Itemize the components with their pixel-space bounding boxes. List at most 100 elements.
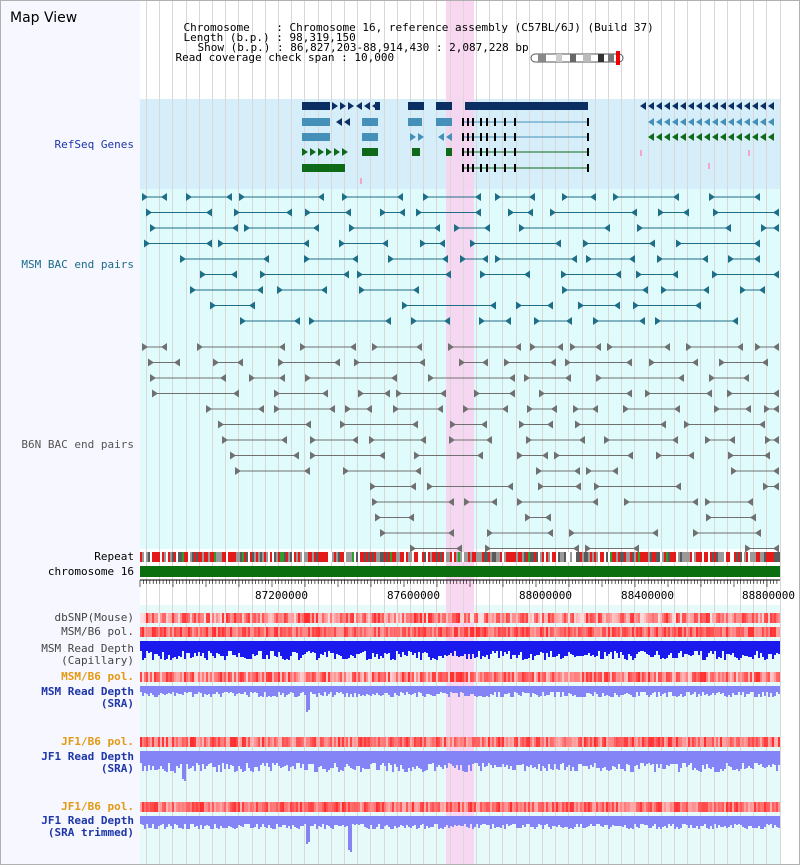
dbsnp-heat: [380, 613, 382, 623]
gridline: [529, 0, 530, 865]
jf1-pol-trim-heat: [570, 802, 572, 812]
jf1-pol-trim-heat: [236, 802, 238, 812]
msm-depth-sra-bar: [690, 686, 692, 695]
label-jf1-b6-pol[interactable]: JF1/B6 pol.: [61, 735, 134, 748]
msm-pol-sra-heat: [240, 672, 242, 682]
msm-depth-sra-bar: [178, 686, 180, 694]
label-b6n-bac-end-pairs[interactable]: B6N BAC end pairs: [21, 438, 134, 451]
msm-bac-pair-end: [142, 193, 148, 201]
msm-pol-heat: [376, 627, 378, 637]
label-msm-b6-pol-sra[interactable]: MSM/B6 pol.: [61, 670, 134, 683]
label-msm-b6-pol[interactable]: MSM/B6 pol.: [61, 625, 134, 638]
msm-depth-capillary-bar: [280, 641, 282, 656]
jf1-depth-sra-bar: [368, 751, 370, 769]
jf1-pol-trim-heat: [172, 802, 174, 812]
dbsnp-heat: [534, 613, 536, 623]
b6n-bac-pair-end: [569, 529, 575, 537]
dbsnp-heat: [414, 613, 416, 623]
msm-depth-sra-bar: [226, 686, 228, 692]
msm-depth-sra-bar: [666, 686, 668, 697]
jf1-pol-trim-heat: [568, 802, 570, 812]
jf1-depth-trim-bar: [474, 816, 476, 827]
jf1-pol-heat: [502, 737, 504, 747]
msm-pol-sra-heat: [678, 672, 680, 682]
label-msm-bac-end-pairs[interactable]: MSM BAC end pairs: [21, 258, 134, 271]
msm-pol-sra-heat: [696, 672, 698, 682]
msm-pol-heat: [620, 627, 622, 637]
label-msm-read-depth-sra[interactable]: MSM Read Depth (SRA): [41, 686, 134, 710]
dbsnp-heat: [704, 613, 706, 623]
repeat-segment: [546, 552, 548, 562]
msm-pol-heat: [558, 627, 560, 637]
dbsnp-heat: [550, 613, 552, 623]
jf1-pol-heat: [494, 737, 496, 747]
label-jf1-read-depth-sra[interactable]: JF1 Read Depth (SRA): [41, 751, 134, 775]
jf1-depth-sra-bar: [664, 751, 666, 769]
dbsnp-heat: [736, 613, 738, 623]
dbsnp-heat: [310, 613, 312, 623]
label-jf1-b6-pol-trimmed[interactable]: JF1/B6 pol.: [61, 800, 134, 813]
jf1-pol-heat: [674, 737, 676, 747]
msm-pol-heat: [174, 627, 176, 637]
label-dbsnp-mouse[interactable]: dbSNP(Mouse): [54, 611, 134, 624]
refseq-gene-2-tick: [494, 118, 496, 126]
msm-pol-sra-heat: [676, 672, 678, 682]
label-jf1-read-depth-trimmed[interactable]: JF1 Read Depth (SRA trimmed): [41, 815, 134, 839]
msm-depth-capillary-bar: [578, 641, 580, 656]
jf1-pol-trim-heat: [372, 802, 374, 812]
repeat-segment: [716, 552, 718, 562]
refseq-gene-5-exon: [302, 164, 345, 172]
msm-pol-heat: [394, 627, 396, 637]
repeat-segment: [266, 552, 268, 562]
msm-bac-pair-end: [313, 224, 319, 232]
jf1-pol-heat: [448, 737, 450, 747]
jf1-pol-trim-heat: [212, 802, 214, 812]
jf1-depth-trim-bar: [630, 816, 632, 828]
msm-depth-capillary-bar: [458, 641, 460, 657]
repeat-segment: [506, 552, 508, 562]
jf1-depth-trim-bar: [316, 816, 318, 829]
msm-depth-capillary-bar: [602, 641, 604, 659]
msm-pol-sra-heat: [292, 672, 294, 682]
msm-depth-capillary-bar: [324, 641, 326, 652]
msm-depth-sra-bar: [502, 686, 504, 697]
msm-pol-heat: [640, 627, 642, 637]
msm-pol-heat: [392, 627, 394, 637]
dbsnp-heat: [202, 613, 204, 623]
label-msm-read-depth-capillary[interactable]: MSM Read Depth (Capillary): [41, 643, 134, 667]
dbsnp-heat: [242, 613, 244, 623]
jf1-pol-heat: [514, 737, 516, 747]
msm-pol-heat: [492, 627, 494, 637]
msm-depth-capillary-bar: [242, 641, 244, 657]
jf1-pol-trim-heat: [408, 802, 410, 812]
msm-pol-heat: [532, 627, 534, 637]
jf1-pol-heat: [226, 737, 228, 747]
jf1-pol-trim-heat: [734, 802, 736, 812]
dbsnp-heat: [572, 613, 574, 623]
msm-bac-pair-end: [490, 301, 496, 310]
msm-depth-sra-bar: [218, 686, 220, 694]
jf1-depth-sra-bar: [762, 751, 764, 767]
msm-depth-sra-bar: [456, 686, 458, 693]
jf1-pol-heat: [442, 737, 444, 747]
repeat-segment: [664, 552, 666, 562]
chromosome-ideogram[interactable]: [528, 51, 628, 65]
label-repeat[interactable]: Repeat: [94, 550, 134, 563]
msm-depth-sra-bar: [592, 686, 594, 696]
msm-pol-sra-heat: [206, 672, 208, 682]
jf1-depth-sra-bar: [460, 751, 462, 765]
refseq-arrow: [656, 102, 662, 110]
jf1-depth-sra-bar: [562, 751, 564, 763]
jf1-depth-trim-bar: [326, 816, 328, 825]
label-refseq-genes[interactable]: RefSeq Genes: [54, 138, 134, 151]
refseq-gene-2-tick: [504, 118, 506, 126]
jf1-pol-trim-heat: [674, 802, 676, 812]
jf1-depth-sra-bar: [550, 751, 552, 769]
b6n-bac-pair-end: [384, 389, 390, 398]
jf1-pol-heat: [298, 737, 300, 747]
repeat-segment: [190, 552, 192, 562]
jf1-pol-trim-heat: [506, 802, 508, 812]
msm-pol-heat: [748, 627, 750, 637]
dbsnp-heat: [564, 613, 566, 623]
